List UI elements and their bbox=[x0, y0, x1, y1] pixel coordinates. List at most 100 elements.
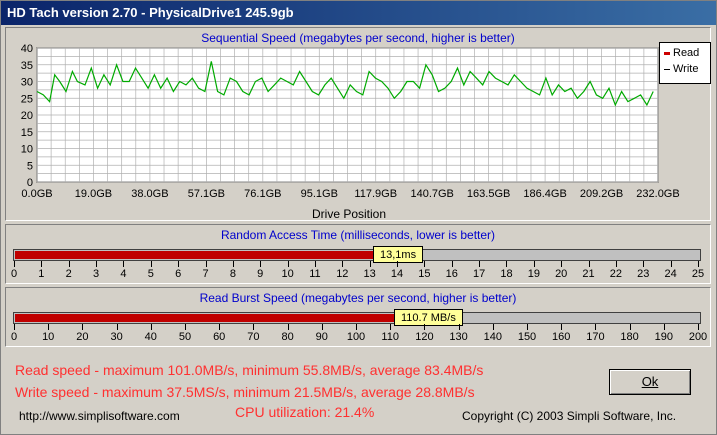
axis-tick-mark bbox=[458, 324, 460, 330]
axis-tick-label: 2 bbox=[65, 268, 72, 280]
axis-tick-mark bbox=[178, 261, 180, 267]
chart-legend: Read Write bbox=[659, 42, 711, 84]
sequential-speed-chart: 0 5 10 15 20 25 30 35 40 0.0GB 19.0GB 38.0GB 57.1GB… bbox=[21, 43, 680, 200]
axis-tick-label: 50 bbox=[178, 331, 192, 343]
burst-bar-fill bbox=[15, 314, 395, 322]
legend-read-label: Read bbox=[673, 47, 700, 59]
legend-write-swatch bbox=[664, 68, 670, 70]
axis-tick-label: 80 bbox=[281, 331, 294, 343]
axis-tick-label: 6 bbox=[175, 268, 182, 280]
axis-tick-mark bbox=[48, 324, 50, 330]
legend-write-label: Write bbox=[673, 63, 699, 75]
x-tick-label: 232.0GB bbox=[636, 188, 679, 200]
axis-tick-label: 3 bbox=[93, 268, 100, 280]
x-tick-label: 38.0GB bbox=[131, 188, 168, 200]
axis-tick-label: 100 bbox=[346, 331, 366, 343]
axis-tick-mark bbox=[82, 324, 84, 330]
axis-tick-mark bbox=[314, 261, 316, 267]
axis-tick-mark bbox=[96, 261, 98, 267]
axis-tick-label: 8 bbox=[229, 268, 236, 280]
axis-tick-label: 20 bbox=[76, 331, 89, 343]
axis-tick-mark bbox=[451, 261, 453, 267]
sequential-speed-panel: Sequential Speed (megabytes per second, … bbox=[5, 27, 711, 221]
axis-tick-label: 160 bbox=[552, 331, 571, 343]
axis-tick-mark bbox=[205, 261, 207, 267]
axis-tick-label: 24 bbox=[664, 268, 677, 280]
axis-tick-label: 0 bbox=[10, 331, 18, 343]
axis-tick-label: 14 bbox=[390, 268, 404, 280]
random-access-title: Random Access Time (milliseconds, lower … bbox=[220, 228, 496, 242]
axis-tick-mark bbox=[663, 324, 665, 330]
axis-tick-mark bbox=[260, 261, 262, 267]
x-tick-label: 95.1GB bbox=[301, 188, 338, 200]
random-access-bar-track bbox=[13, 249, 701, 261]
title-bar[interactable]: HD Tach version 2.70 - PhysicalDrive1 24… bbox=[1, 1, 716, 25]
burst-bar-track bbox=[13, 312, 701, 324]
axis-tick-mark bbox=[41, 261, 43, 267]
axis-tick-mark bbox=[287, 261, 289, 267]
write-series-line bbox=[36, 61, 654, 107]
y-tick-label: 10 bbox=[21, 144, 33, 156]
axis-tick-label: 25 bbox=[691, 268, 705, 280]
axis-tick-label: 90 bbox=[315, 331, 328, 343]
axis-tick-label: 190 bbox=[654, 331, 673, 343]
axis-tick-label: 13 bbox=[363, 268, 376, 280]
y-tick-label: 0 bbox=[27, 177, 33, 189]
axis-tick-mark bbox=[670, 261, 672, 267]
axis-tick-label: 40 bbox=[144, 331, 157, 343]
axis-tick-mark bbox=[698, 261, 699, 267]
axis-tick-mark bbox=[424, 324, 426, 330]
axis-tick-label: 21 bbox=[582, 268, 595, 280]
axis-tick-mark bbox=[397, 261, 399, 267]
ok-button[interactable]: Ok bbox=[609, 369, 691, 395]
y-tick-label: 40 bbox=[21, 43, 33, 55]
x-tick-label: 0.0GB bbox=[21, 188, 52, 200]
axis-tick-mark bbox=[527, 324, 528, 330]
axis-tick-mark bbox=[287, 324, 289, 330]
axis-tick-mark bbox=[561, 324, 563, 330]
axis-tick-label: 60 bbox=[213, 331, 226, 343]
axis-tick-label: 1 bbox=[38, 268, 45, 280]
x-tick-label: 209.2GB bbox=[580, 188, 623, 200]
axis-tick-label: 12 bbox=[336, 268, 349, 280]
axis-tick-mark bbox=[506, 261, 508, 267]
axis-tick-label: 140 bbox=[483, 331, 502, 343]
axis-tick-label: 200 bbox=[688, 331, 708, 343]
x-tick-label: 140.7GB bbox=[410, 188, 453, 200]
y-tick-label: 25 bbox=[21, 93, 33, 105]
axis-tick-mark bbox=[533, 261, 535, 267]
y-tick-label: 30 bbox=[21, 77, 33, 89]
axis-tick-label: 4 bbox=[120, 268, 127, 280]
axis-tick-mark bbox=[492, 324, 494, 330]
axis-tick-mark bbox=[253, 324, 255, 330]
axis-tick-label: 17 bbox=[472, 268, 486, 280]
axis-tick-mark bbox=[232, 261, 234, 267]
y-tick-label: 35 bbox=[21, 60, 33, 72]
axis-tick-label: 0 bbox=[10, 268, 18, 280]
axis-tick-label: 11 bbox=[309, 268, 321, 280]
read-speed-summary: Read speed - maximum 101.0MB/s, minimum … bbox=[15, 362, 484, 378]
axis-tick-mark bbox=[123, 261, 125, 267]
legend-write: Write bbox=[664, 62, 698, 76]
axis-tick-label: 150 bbox=[517, 331, 537, 343]
website-url[interactable]: http://www.simplisoftware.com bbox=[19, 409, 180, 423]
random-access-bar-fill bbox=[15, 251, 374, 259]
burst-speed-panel: Read Burst Speed (megabytes per second, … bbox=[5, 287, 711, 347]
burst-speed-title: Read Burst Speed (megabytes per second, … bbox=[199, 291, 517, 305]
axis-tick-label: 16 bbox=[445, 268, 458, 280]
axis-tick-label: 30 bbox=[110, 331, 123, 343]
sequential-speed-title: Sequential Speed (megabytes per second, … bbox=[201, 31, 515, 45]
cpu-utilization: CPU utilization: 21.4% bbox=[235, 404, 375, 420]
x-tick-label: 19.0GB bbox=[75, 188, 112, 200]
axis-tick-mark bbox=[150, 324, 152, 330]
ok-button-label: Ok bbox=[641, 374, 659, 389]
axis-tick-mark bbox=[150, 261, 152, 267]
axis-tick-mark bbox=[595, 324, 597, 330]
y-tick-label: 5 bbox=[27, 160, 33, 172]
axis-tick-mark bbox=[356, 324, 357, 330]
axis-tick-mark bbox=[321, 324, 323, 330]
axis-tick-mark bbox=[369, 261, 371, 267]
axis-tick-mark bbox=[68, 261, 70, 267]
axis-tick-label: 5 bbox=[147, 268, 154, 280]
